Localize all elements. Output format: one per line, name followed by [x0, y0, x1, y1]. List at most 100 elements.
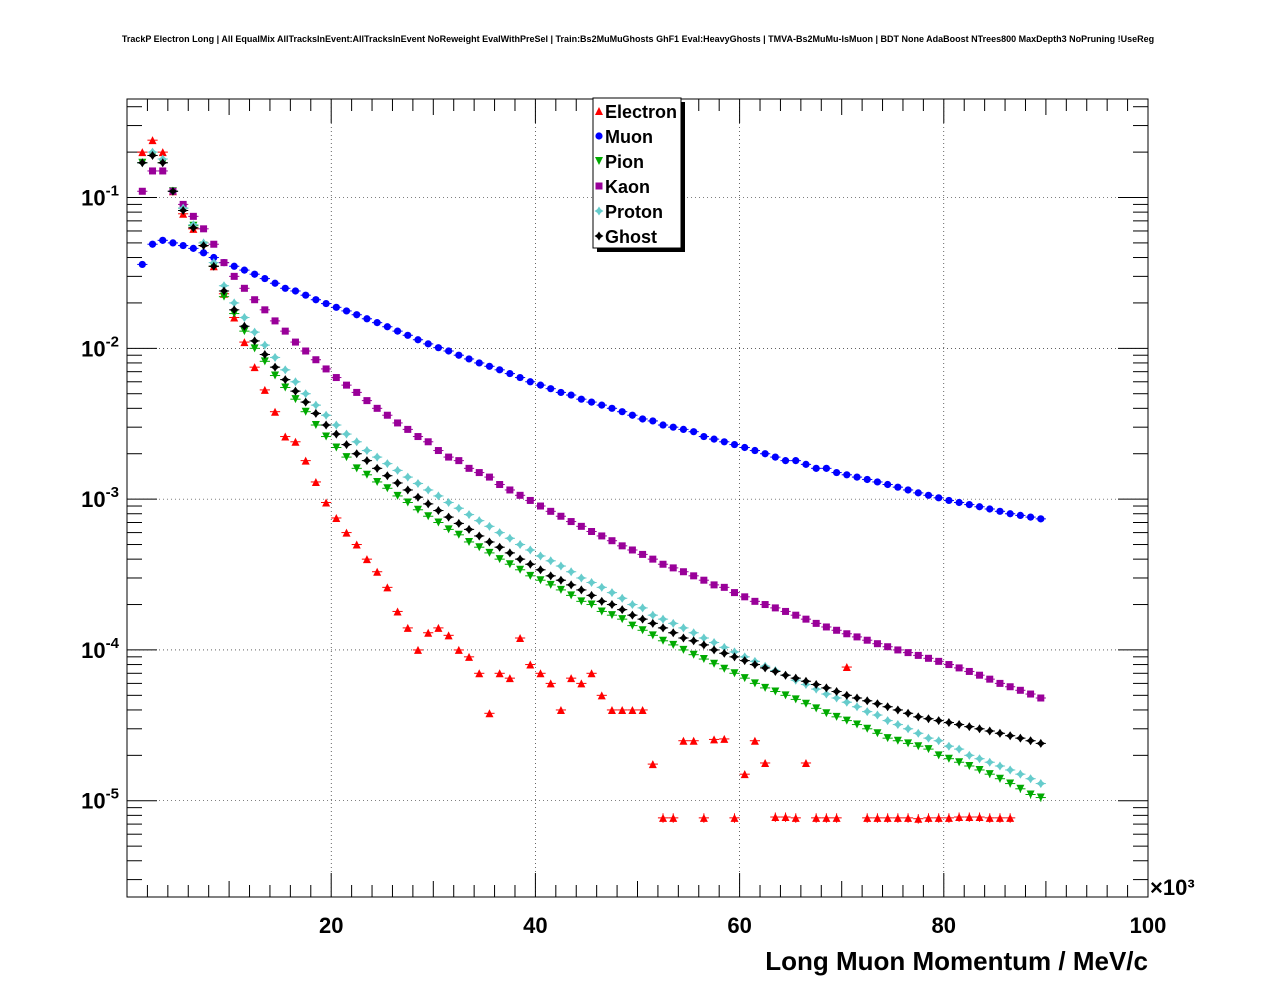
data-point [363, 315, 371, 323]
data-point [914, 651, 922, 659]
data-series [137, 136, 1046, 824]
marker-shape [199, 241, 209, 251]
data-point [322, 365, 330, 373]
marker-shape [148, 150, 158, 160]
data-point [884, 480, 892, 489]
data-point [679, 425, 688, 433]
marker-shape [903, 724, 913, 734]
data-point [138, 260, 146, 269]
data-point [842, 690, 852, 700]
data-point [679, 736, 688, 745]
data-point [239, 313, 249, 323]
y-tick-label: 10-4 [81, 635, 119, 663]
marker-shape [546, 556, 556, 566]
data-point [648, 760, 657, 769]
data-point [321, 420, 331, 430]
data-point [444, 497, 454, 507]
data-point [710, 581, 718, 589]
data-point [485, 362, 494, 370]
data-point [812, 704, 821, 713]
data-point [934, 813, 943, 822]
data-point [699, 655, 708, 664]
marker-shape [770, 666, 780, 676]
marker-shape [1015, 769, 1025, 779]
data-point [730, 440, 739, 449]
marker-shape [627, 600, 637, 610]
data-point [199, 241, 209, 251]
data-point [169, 239, 177, 247]
data-point [382, 471, 392, 481]
data-point [536, 669, 545, 678]
data-point [638, 614, 648, 624]
data-point [648, 631, 657, 640]
marker-shape [648, 610, 658, 620]
legend-marker [594, 231, 604, 241]
data-point [353, 311, 361, 319]
data-point [260, 349, 270, 359]
data-point [710, 659, 719, 668]
data-point [791, 695, 800, 704]
data-point [556, 561, 566, 571]
data-point [802, 460, 810, 468]
legend-label: Pion [605, 152, 644, 172]
marker-shape [852, 693, 862, 703]
data-point [719, 648, 729, 658]
legend-label: Electron [605, 102, 677, 122]
data-point [464, 524, 474, 534]
data-point [597, 691, 606, 700]
data-point [566, 567, 576, 577]
data-point [668, 618, 678, 628]
data-point [444, 631, 453, 640]
data-point [944, 741, 954, 751]
legend-item-ghost: Ghost [594, 227, 657, 247]
data-point [801, 676, 811, 686]
data-point [250, 336, 260, 346]
data-point [229, 305, 239, 315]
data-point [872, 710, 882, 720]
data-point [597, 596, 607, 606]
marker-shape [158, 158, 168, 168]
chart-title: TrackP Electron Long | All EqualMix AllT… [122, 34, 1154, 44]
data-point [352, 540, 361, 549]
data-point [863, 724, 872, 733]
data-point [964, 722, 974, 732]
data-point [332, 513, 341, 522]
data-point [230, 262, 238, 270]
marker-shape [229, 298, 239, 308]
data-point [342, 440, 352, 450]
marker-shape [484, 537, 494, 547]
marker-shape [872, 699, 882, 709]
marker-shape [975, 754, 985, 764]
data-point [842, 716, 851, 725]
x-tick-label: 100 [1130, 913, 1167, 938]
data-point [189, 244, 197, 252]
data-point [955, 664, 963, 672]
y-tick-label: 10-5 [81, 786, 119, 814]
data-point [321, 410, 331, 420]
data-point [689, 628, 699, 638]
data-point [536, 551, 546, 561]
data-point [343, 381, 351, 389]
data-point [290, 386, 300, 396]
data-point [862, 707, 872, 717]
data-point [280, 365, 290, 375]
data-point [1006, 779, 1015, 788]
data-point [424, 438, 432, 446]
data-point [618, 408, 626, 416]
data-point [904, 813, 913, 822]
data-point [260, 357, 269, 366]
data-point [393, 478, 403, 488]
data-point [536, 381, 545, 389]
data-point [648, 618, 658, 628]
data-point [342, 528, 351, 537]
data-point [700, 432, 708, 441]
data-point [832, 468, 841, 477]
data-point [271, 317, 279, 325]
data-point [669, 564, 677, 572]
data-point [1015, 769, 1025, 779]
data-point [250, 344, 259, 353]
data-point [261, 274, 269, 283]
data-point [219, 281, 229, 291]
data-point [770, 666, 780, 676]
data-point [1006, 510, 1014, 518]
